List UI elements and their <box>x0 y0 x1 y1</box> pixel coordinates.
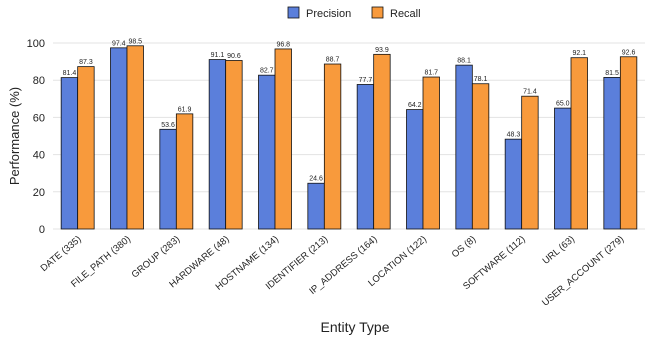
legend-label-recall: Recall <box>390 8 421 20</box>
y-axis: 0 20 40 60 80 100 <box>27 38 45 236</box>
bar-precision <box>110 47 128 230</box>
legend-swatch-precision <box>287 6 300 19</box>
y-tick-label: 20 <box>33 187 45 199</box>
bar-recall <box>422 76 440 230</box>
data-label-precision: 64.2 <box>408 102 422 109</box>
data-label-precision: 91.1 <box>211 52 225 59</box>
data-label-recall: 78.1 <box>474 76 488 83</box>
bar-recall <box>77 66 95 230</box>
bar-precision <box>406 109 424 230</box>
bar-recall <box>225 60 243 230</box>
data-label-precision: 82.7 <box>260 68 274 75</box>
bar-precision <box>258 74 276 230</box>
y-tick-label: 100 <box>27 38 45 50</box>
bar-precision <box>603 77 621 230</box>
bar-recall <box>570 57 588 230</box>
data-label-precision: 97.4 <box>112 40 126 47</box>
bar-precision <box>159 128 177 230</box>
bar-recall <box>373 53 391 230</box>
bar-precision <box>208 59 227 230</box>
data-label-recall: 81.7 <box>424 70 438 77</box>
data-label-recall: 88.7 <box>326 57 340 64</box>
bar-recall <box>619 56 638 230</box>
bar-recall <box>323 63 342 230</box>
data-label-recall: 71.4 <box>523 89 537 96</box>
legend-swatch-recall <box>371 6 384 19</box>
data-label-precision: 81.5 <box>605 70 619 77</box>
x-tick-label: URL (63) <box>541 234 577 267</box>
bar-recall <box>126 45 144 230</box>
data-labels-layer: 81.487.3 97.4 98.5 53.6 61.9 91.1 90.6 82.7 96.8… <box>63 38 636 182</box>
bar-recall <box>274 48 292 230</box>
legend-label-precision: Precision <box>306 8 351 20</box>
data-label-recall: 90.6 <box>227 53 241 60</box>
bar-precision <box>60 77 79 230</box>
data-label-precision: 65.0 <box>556 101 570 108</box>
bar-precision <box>504 138 523 230</box>
x-axis: DATE (335)FILE_PATH (380)GROUP (283)HARD… <box>39 234 627 309</box>
bar-precision <box>554 107 572 230</box>
grid-layer <box>53 42 645 230</box>
data-label-precision: 53.6 <box>161 122 175 129</box>
y-tick-label: 60 <box>33 112 45 124</box>
data-label-recall: 93.9 <box>375 47 389 54</box>
y-tick-label: 0 <box>39 224 45 236</box>
data-label-precision: 77.7 <box>359 77 373 84</box>
bar-precision <box>455 64 473 230</box>
bars-layer <box>60 45 638 230</box>
y-tick-label: 40 <box>33 150 45 162</box>
bar-recall <box>521 95 539 230</box>
bar-precision <box>307 182 325 230</box>
data-label-precision: 88.1 <box>457 58 471 65</box>
legend: Precision Recall <box>287 6 421 20</box>
x-tick-label: OS (8) <box>450 234 479 260</box>
x-tick-label: DATE (335) <box>39 234 84 274</box>
x-axis-title: Entity Type <box>320 319 389 335</box>
data-label-recall: 92.1 <box>572 50 586 57</box>
x-tick-label: USER_ACCOUNT (279) <box>540 234 626 309</box>
data-label-recall: 61.9 <box>178 106 192 113</box>
data-label-recall: 96.8 <box>276 41 290 48</box>
data-label-precision: 24.6 <box>309 176 323 183</box>
bar-precision <box>356 84 375 230</box>
bar-recall <box>471 83 490 230</box>
data-label-recall: 92.6 <box>622 49 636 56</box>
y-tick-label: 80 <box>33 75 45 87</box>
y-axis-title: Performance (%) <box>7 87 22 185</box>
data-label-precision: 48.3 <box>507 132 521 139</box>
data-label-recall: 87.3 <box>79 59 93 66</box>
data-label-precision: 81.4 <box>63 70 77 77</box>
data-label-recall: 98.5 <box>128 38 142 45</box>
x-tick-label: GROUP (283) <box>130 234 183 281</box>
bar-recall <box>175 113 194 230</box>
